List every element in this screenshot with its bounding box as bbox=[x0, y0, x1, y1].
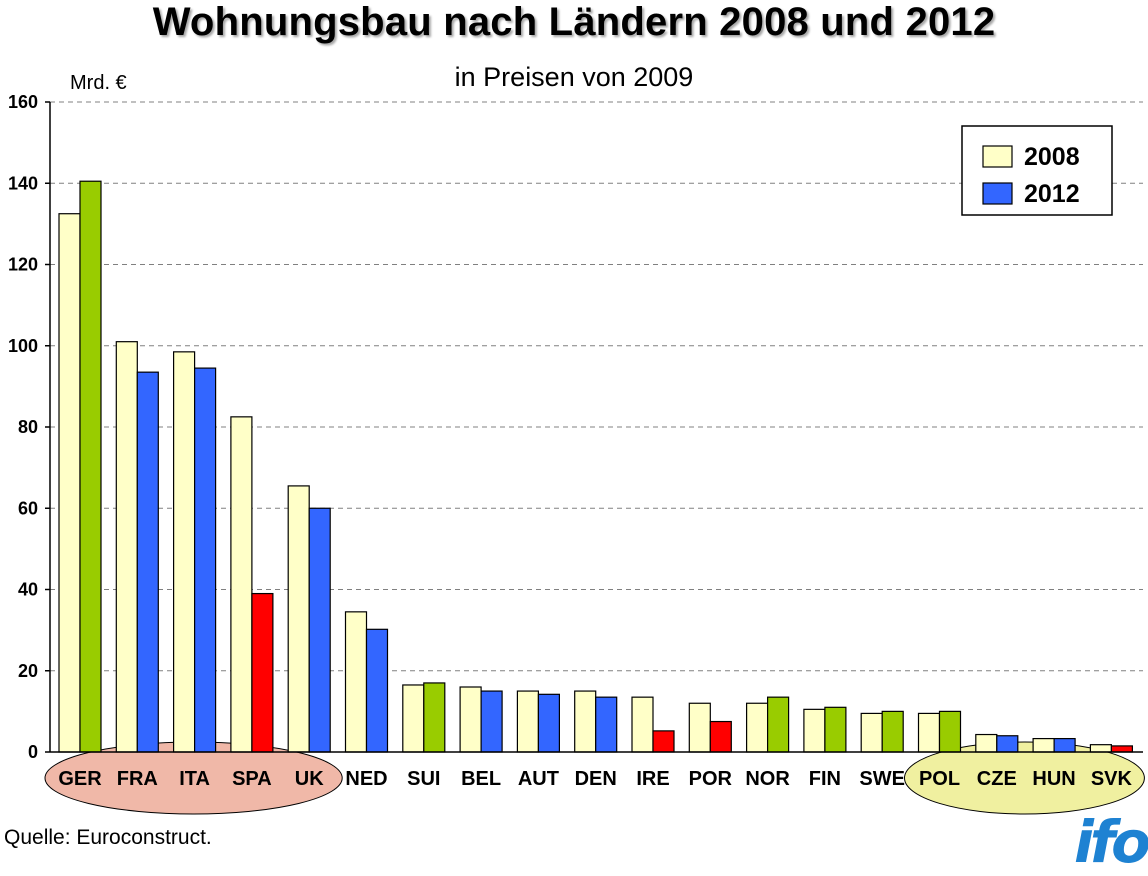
chart-subtitle: in Preisen von 2009 bbox=[454, 62, 694, 92]
axes bbox=[45, 101, 1143, 753]
bar-2008-fin bbox=[803, 708, 826, 753]
bar-2012-hun bbox=[1053, 737, 1076, 753]
bar-2012-uk bbox=[308, 507, 331, 753]
bar-2012-sui bbox=[423, 682, 446, 753]
source-note: Quelle: Euroconstruct. bbox=[4, 826, 212, 849]
y-tick-labels: 0 20 40 60 80 100 120 140 160 bbox=[8, 92, 38, 762]
bar-2012-nor bbox=[766, 696, 790, 753]
legend-swatch bbox=[982, 182, 1013, 205]
y-tick-label: 120 bbox=[8, 255, 38, 275]
bar-2008-spa bbox=[230, 416, 253, 753]
legend: 2008 2012 bbox=[961, 125, 1113, 216]
y-tick-label: 80 bbox=[18, 417, 38, 437]
y-axis-unit: Mrd. € bbox=[70, 72, 127, 94]
category-label: SVK bbox=[1091, 768, 1133, 790]
bar-2012-fin bbox=[824, 706, 847, 753]
bar-2008-fra bbox=[115, 341, 138, 753]
bar-2008-ire bbox=[631, 696, 654, 753]
legend-label: 2012 bbox=[1024, 180, 1080, 208]
bar-2012-cze bbox=[996, 735, 1019, 753]
bar-2012-ned bbox=[365, 628, 389, 753]
bar-2012-ita bbox=[194, 367, 217, 753]
category-label: HUN bbox=[1032, 768, 1075, 790]
ifo-logo: ifo bbox=[1074, 808, 1148, 876]
bar-2008-den bbox=[574, 690, 597, 753]
bar-2008-ned bbox=[344, 611, 368, 753]
category-label: POL bbox=[919, 768, 960, 790]
category-label: DEN bbox=[575, 768, 617, 790]
category-label: UK bbox=[295, 768, 324, 790]
y-tick-label: 0 bbox=[28, 742, 38, 762]
bar-2008-ger bbox=[58, 213, 81, 753]
bar-2008-hun bbox=[1032, 737, 1055, 753]
y-tick-label: 60 bbox=[18, 498, 38, 518]
legend-swatch bbox=[982, 145, 1013, 168]
category-label: GER bbox=[58, 768, 102, 790]
bar-2008-bel bbox=[459, 686, 482, 753]
bar-2012-den bbox=[595, 696, 618, 753]
category-label: AUT bbox=[518, 768, 559, 790]
bar-2012-por bbox=[709, 720, 732, 753]
bar-2008-por bbox=[688, 702, 711, 753]
category-label: IRE bbox=[636, 768, 669, 790]
bar-2008-pol bbox=[917, 712, 941, 753]
bar-2008-uk bbox=[287, 485, 310, 753]
bar-2008-aut bbox=[516, 690, 540, 753]
bars bbox=[58, 180, 1134, 753]
bar-2008-ita bbox=[173, 351, 196, 753]
category-label: CZE bbox=[977, 768, 1017, 790]
category-group-highlights bbox=[44, 741, 1145, 815]
y-tick-label: 100 bbox=[8, 336, 38, 356]
category-group-2 bbox=[903, 741, 1145, 815]
bar-2012-pol bbox=[938, 710, 962, 753]
y-tick-label: 40 bbox=[18, 580, 38, 600]
bar-2008-sui bbox=[402, 684, 425, 753]
bar-2012-swe bbox=[881, 710, 904, 753]
category-label: SUI bbox=[407, 768, 440, 790]
category-label: BEL bbox=[461, 768, 501, 790]
category-label: POR bbox=[689, 768, 733, 790]
category-label: SPA bbox=[232, 768, 272, 790]
bar-2012-spa bbox=[251, 592, 274, 753]
category-label: NOR bbox=[745, 768, 790, 790]
bar-2012-ire bbox=[652, 730, 675, 753]
bar-2008-cze bbox=[975, 733, 998, 753]
bar-2008-svk bbox=[1089, 744, 1113, 753]
bar-2012-svk bbox=[1110, 745, 1134, 753]
category-labels: GER FRA ITA SPA UK NED SUI BEL AUT DEN IRE POR NOR FI… bbox=[58, 768, 1132, 790]
y-tick-label: 140 bbox=[8, 173, 38, 193]
category-label: FIN bbox=[809, 768, 841, 790]
category-label: ITA bbox=[179, 768, 210, 790]
y-tick-label: 20 bbox=[18, 661, 38, 681]
bar-2012-aut bbox=[537, 693, 561, 753]
category-label: NED bbox=[345, 768, 387, 790]
legend-label: 2008 bbox=[1024, 143, 1080, 171]
y-tick-label: 160 bbox=[8, 92, 38, 112]
bar-2012-fra bbox=[136, 371, 159, 753]
category-label: SWE bbox=[859, 768, 905, 790]
bar-2008-nor bbox=[745, 702, 769, 753]
bar-2012-bel bbox=[480, 690, 503, 753]
chart-title: Wohnungsbau nach Ländern 2008 und 2012 bbox=[152, 0, 996, 44]
bar-2008-swe bbox=[860, 712, 883, 753]
bar-2012-ger bbox=[79, 180, 102, 753]
category-label: FRA bbox=[117, 768, 158, 790]
